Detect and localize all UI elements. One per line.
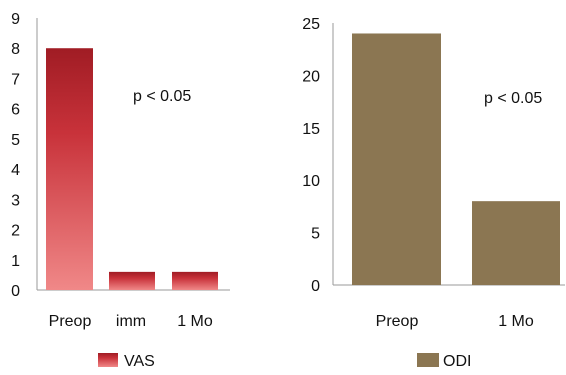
odi-y-tick-label: 25 [302,16,320,33]
odi-y-tick-label: 5 [311,226,320,243]
odi-y-tick-label: 10 [302,173,320,190]
vas-chart: 0 1 2 3 4 5 6 7 8 9 Preop imm 1 Mo p < 0.05 VAS [11,11,230,370]
vas-y-tick-label: 5 [11,132,20,149]
vas-categories: Preop imm 1 Mo [49,313,213,330]
vas-category-label: Preop [49,313,92,330]
vas-y-tick-label: 7 [11,71,20,88]
vas-p-value-annotation: p < 0.05 [133,88,191,105]
vas-bar-1-mo [172,271,218,290]
vas-y-tick-label: 2 [11,223,20,240]
odi-y-tick-label: 0 [311,278,320,295]
odi-categories: Preop 1 Mo [376,313,534,330]
odi-y-ticks: 0 5 10 15 20 25 [302,16,320,295]
vas-category-label: imm [116,313,146,330]
odi-category-label: 1 Mo [498,313,534,330]
vas-y-tick-label: 6 [11,102,20,119]
vas-y-tick-label: 9 [11,11,20,28]
odi-y-tick-label: 15 [302,121,320,138]
vas-bar-preop [46,48,93,290]
vas-y-ticks: 0 1 2 3 4 5 6 7 8 9 [11,11,20,300]
vas-y-tick-label: 0 [11,283,20,300]
odi-y-tick-label: 20 [302,68,320,85]
odi-p-value-annotation: p < 0.05 [484,90,542,107]
vas-legend-label: VAS [124,353,155,370]
odi-category-label: Preop [376,313,419,330]
odi-chart: 0 5 10 15 20 25 Preop 1 Mo p < 0.05 ODI [302,16,565,370]
vas-y-tick-label: 8 [11,41,20,58]
odi-bar-preop [352,33,441,286]
vas-bars [46,48,218,290]
vas-y-tick-label: 4 [11,162,20,179]
vas-y-tick-label: 1 [11,253,20,270]
odi-legend-swatch [417,353,439,367]
odi-bar-1-mo [472,201,560,285]
vas-category-label: 1 Mo [177,313,213,330]
odi-legend-label: ODI [443,353,471,370]
odi-bars [352,33,560,286]
vas-y-tick-label: 3 [11,192,20,209]
vas-legend-swatch [98,353,118,367]
vas-bar-imm [109,271,155,290]
